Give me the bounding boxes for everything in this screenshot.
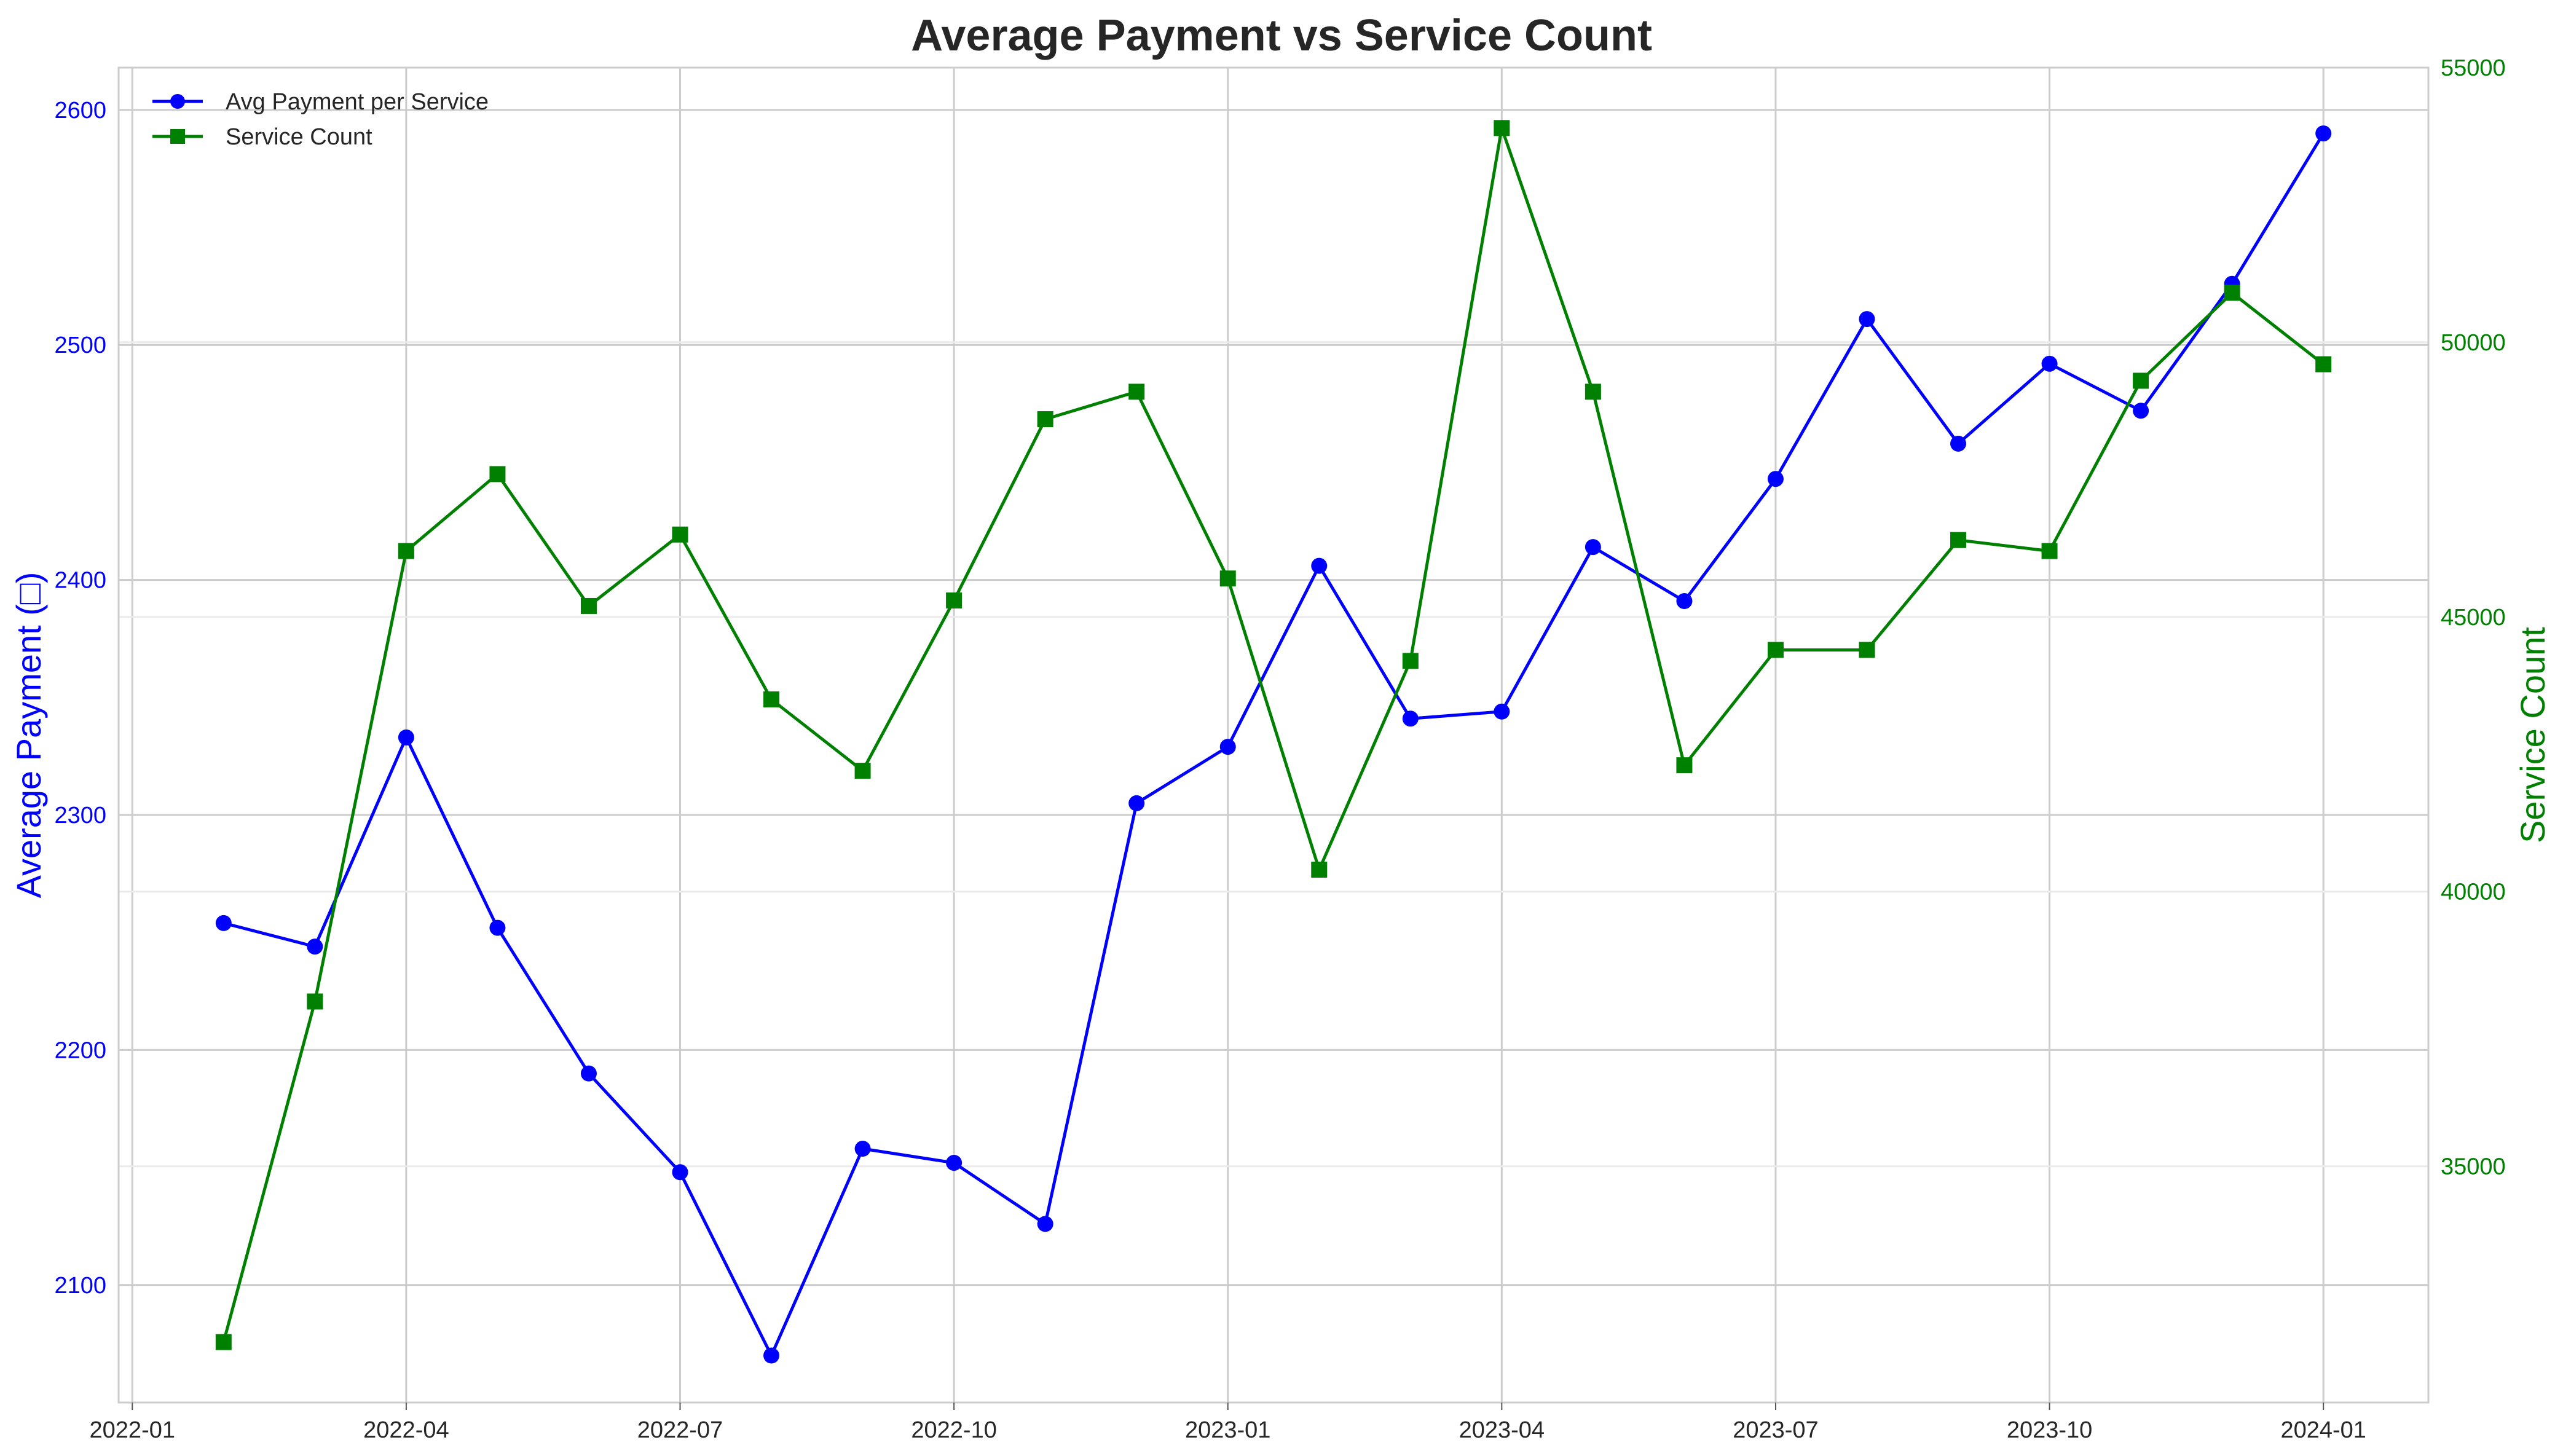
- y-tick-label-left: 2600: [54, 98, 106, 124]
- service-count-point: [672, 526, 688, 543]
- service-count-point: [307, 993, 323, 1010]
- service-count-point: [2133, 372, 2149, 389]
- service-count-line: [222, 126, 2325, 1343]
- service-count-point: [1950, 532, 1967, 548]
- x-tick-label: 2022-07: [637, 1417, 723, 1443]
- service-count-point: [1037, 411, 1053, 428]
- service-count-point: [1585, 384, 1601, 400]
- x-tick-label: 2023-04: [1459, 1417, 1545, 1443]
- payment-point: [1950, 435, 1967, 452]
- payment-point: [215, 915, 232, 931]
- service-count-point: [398, 543, 414, 559]
- payment-point: [1859, 311, 1875, 328]
- y-tick-label-right: 40000: [2441, 880, 2506, 905]
- payment-point: [2041, 355, 2058, 372]
- payment-point: [1676, 593, 1693, 610]
- payment-point: [1767, 471, 1784, 487]
- y-tick-label-left: 2400: [54, 568, 106, 594]
- service-count-point: [1859, 642, 1875, 658]
- payment-point: [1311, 557, 1328, 574]
- payment-point: [398, 729, 414, 746]
- legend-label-payment: Avg Payment per Service: [226, 89, 489, 115]
- service-count-point: [489, 466, 506, 482]
- left-axis-label: Average Payment (□): [9, 572, 48, 899]
- payment-point: [854, 1141, 871, 1157]
- y-tick-label-left: 2300: [54, 803, 106, 828]
- x-tick-label: 2023-10: [2007, 1417, 2092, 1443]
- service-count-point: [2224, 285, 2240, 301]
- service-count-point: [1767, 642, 1784, 658]
- payment-point: [1219, 739, 1236, 755]
- x-tick-label: 2022-01: [90, 1417, 175, 1443]
- legend-label-count: Service Count: [226, 124, 372, 150]
- payment-point: [763, 1347, 780, 1364]
- payment-point: [1494, 703, 1510, 720]
- chart-title: Average Payment vs Service Count: [911, 11, 1652, 60]
- service-count-point: [1494, 120, 1510, 136]
- service-count-point: [1219, 570, 1236, 587]
- plot-frame: [117, 66, 2430, 1404]
- service-count-point: [1402, 653, 1419, 669]
- service-count-point: [946, 592, 963, 609]
- x-tick-label: 2022-10: [911, 1417, 996, 1443]
- payment-point: [1585, 539, 1601, 556]
- service-count-point: [580, 597, 597, 614]
- service-count-point: [2041, 543, 2058, 559]
- legend: Avg Payment per Service Service Count: [152, 89, 489, 150]
- legend-marker-count: [170, 129, 185, 144]
- x-tick-label: 2024-01: [2280, 1417, 2366, 1443]
- service-count-point: [1128, 384, 1145, 400]
- payment-point: [489, 919, 506, 936]
- y-tick-label-right: 55000: [2441, 55, 2506, 81]
- service-count-point: [1676, 757, 1693, 774]
- service-count-point: [854, 763, 871, 779]
- x-tick-label: 2023-07: [1733, 1417, 1818, 1443]
- payment-point: [1402, 710, 1419, 727]
- series-layer: [215, 120, 2332, 1364]
- right-axis-label: Service Count: [2513, 627, 2552, 843]
- payment-point: [307, 939, 323, 955]
- x-tick-label: 2023-01: [1185, 1417, 1270, 1443]
- service-count-point: [215, 1334, 232, 1350]
- payment-point: [672, 1164, 688, 1181]
- service-count-point: [763, 691, 780, 707]
- tick-layer: 2022-01 2022-04 2022-07 2022-10 2023-01 2023-…: [54, 55, 2505, 1443]
- payment-point: [2133, 403, 2149, 419]
- payment-point: [580, 1065, 597, 1082]
- payment-point: [946, 1154, 963, 1171]
- legend-marker-payment: [170, 94, 185, 109]
- payment-line: [223, 132, 2325, 1357]
- y-tick-label-left: 2500: [54, 333, 106, 358]
- service-count-point: [2315, 356, 2332, 372]
- y-tick-label-right: 35000: [2441, 1154, 2506, 1180]
- x-tick-label: 2022-04: [363, 1417, 449, 1443]
- y-tick-label-right: 45000: [2441, 605, 2506, 631]
- payment-point: [1128, 795, 1145, 811]
- y-tick-label-right: 50000: [2441, 330, 2506, 356]
- payment-point: [2315, 125, 2332, 142]
- service-count-point: [1311, 861, 1328, 878]
- y-tick-label-left: 2100: [54, 1273, 106, 1299]
- payment-point: [1037, 1216, 1053, 1232]
- grid: [119, 66, 2428, 1403]
- y-tick-label-left: 2200: [54, 1037, 106, 1063]
